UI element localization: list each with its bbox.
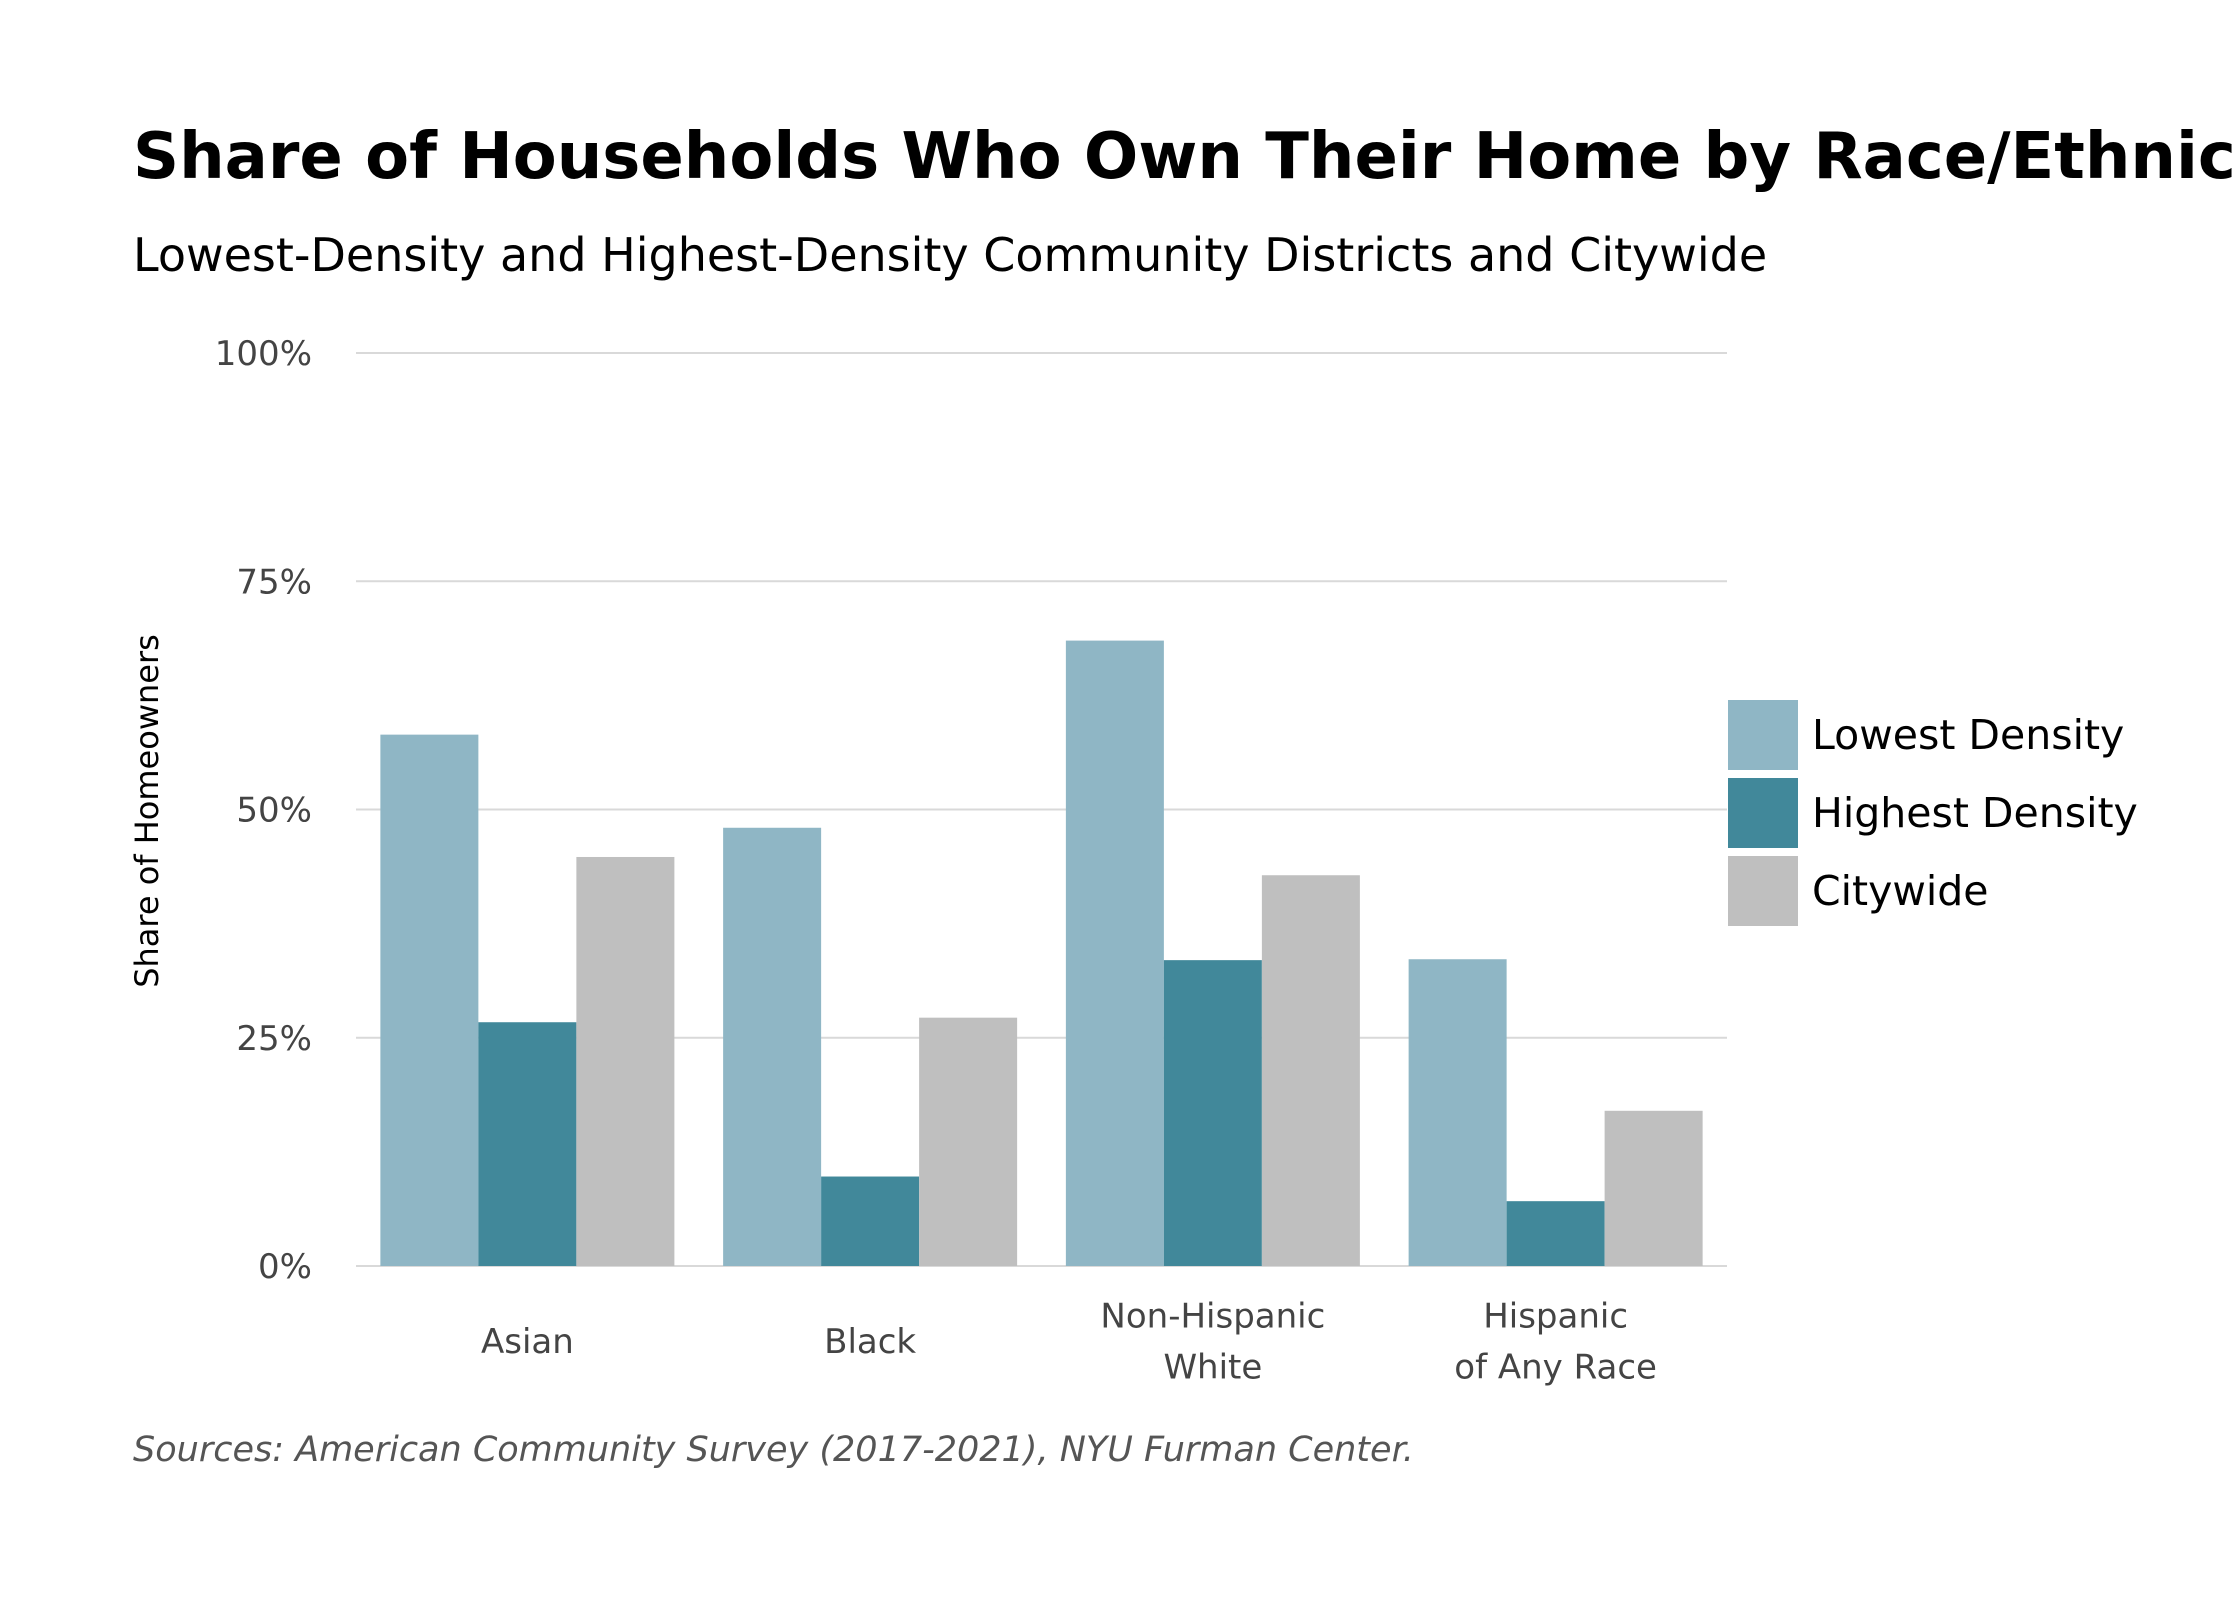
bar-highest-density-0 xyxy=(478,1022,577,1266)
y-axis-title: Share of Homeowners xyxy=(128,634,166,988)
bar-citywide-2 xyxy=(1261,875,1360,1266)
legend-label: Highest Density xyxy=(1812,789,2138,837)
legend-label: Citywide xyxy=(1812,867,1989,915)
category-label: Asian xyxy=(481,1322,574,1362)
bar-highest-density-2 xyxy=(1163,960,1262,1266)
bar-lowest-density-2 xyxy=(1065,640,1164,1266)
y-tick-label: 50% xyxy=(236,791,312,831)
bar-citywide-0 xyxy=(576,856,675,1266)
legend-item: Highest Density xyxy=(1728,778,2138,848)
bar-lowest-density-1 xyxy=(723,827,822,1266)
bars xyxy=(380,640,1703,1266)
bar-highest-density-1 xyxy=(821,1176,920,1266)
x-axis-category-labels: Asian Black Non-Hispanic White Hispanic of An… xyxy=(481,1297,1657,1388)
legend-swatch xyxy=(1728,856,1798,926)
bar-lowest-density-3 xyxy=(1408,959,1507,1266)
bar-lowest-density-0 xyxy=(380,734,479,1266)
y-tick-label: 25% xyxy=(236,1019,312,1059)
chart-title: Share of Households Who Own Their Home b… xyxy=(133,120,2240,194)
y-tick-label: 0% xyxy=(258,1247,312,1287)
bar-citywide-3 xyxy=(1604,1110,1703,1266)
category-label-line: of Any Race xyxy=(1454,1348,1657,1388)
category-label: Black xyxy=(824,1322,916,1362)
category-label-line: Black xyxy=(824,1322,916,1362)
y-tick-label: 100% xyxy=(215,334,312,374)
legend: Lowest Density Highest Density Citywide xyxy=(1728,700,2138,926)
chart-subtitle: Lowest-Density and Highest-Density Commu… xyxy=(133,228,1768,282)
category-label-line: Non-Hispanic xyxy=(1100,1297,1325,1337)
legend-swatch xyxy=(1728,700,1798,770)
category-label-line: Hispanic xyxy=(1483,1297,1628,1337)
category-label-line: Asian xyxy=(481,1322,574,1362)
y-axis-tick-labels: 0% 25% 50% 75% 100% xyxy=(215,334,312,1287)
y-tick-label: 75% xyxy=(236,562,312,602)
category-label-line: White xyxy=(1163,1348,1262,1388)
legend-label: Lowest Density xyxy=(1812,711,2124,759)
source-note: Sources: American Community Survey (2017… xyxy=(133,1430,1414,1470)
legend-swatch xyxy=(1728,778,1798,848)
legend-item: Citywide xyxy=(1728,856,1989,926)
category-label: Hispanic of Any Race xyxy=(1454,1297,1657,1388)
bar-highest-density-3 xyxy=(1506,1201,1605,1266)
bar-citywide-1 xyxy=(919,1017,1018,1266)
category-label: Non-Hispanic White xyxy=(1100,1297,1325,1388)
legend-item: Lowest Density xyxy=(1728,700,2124,770)
